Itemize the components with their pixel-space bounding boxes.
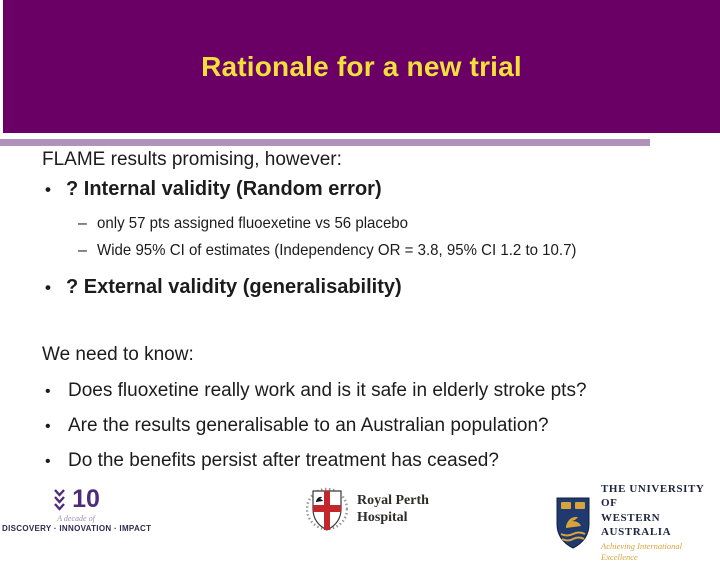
bullet-marker: • <box>45 453 51 470</box>
uwa-tagline: Achieving International Excellence <box>601 541 682 563</box>
decade-tagline: A decade of <box>57 514 95 523</box>
bullet-text: ? Internal validity (Random error) <box>66 178 382 200</box>
uwa-crest-icon <box>553 496 593 550</box>
need-bullet-text: Are the results generalisable to an Aust… <box>68 415 549 436</box>
need-heading: We need to know: <box>42 344 194 365</box>
bullet-marker: • <box>45 180 51 199</box>
uwa-name-line2: Western Australia <box>601 511 672 538</box>
need-bullet-2: • Are the results generalisable to an Au… <box>45 415 549 437</box>
sub-bullet-1: – only 57 pts assigned fluoexetine vs 56… <box>78 215 428 233</box>
sub-bullet-text: Wide 95% CI of estimates (Independency O… <box>97 242 577 259</box>
sub-bullet-text: only 57 pts assigned fluoexetine vs 56 p… <box>97 215 409 232</box>
bullet-internal-validity: • ? Internal validity (Random error) <box>45 178 382 201</box>
uwa-name: The University of Western Australia Achi… <box>601 482 720 563</box>
slide-header: Rationale for a new trial <box>3 0 720 133</box>
slide-title: Rationale for a new trial <box>201 50 522 82</box>
rph-logo: Royal Perth Hospital <box>305 483 429 535</box>
need-bullet-1: • Does fluoxetine really work and is it … <box>45 380 587 402</box>
need-bullet-3: • Do the benefits persist after treatmen… <box>45 450 499 472</box>
rph-shield-icon <box>305 483 349 535</box>
accent-bar <box>0 139 650 146</box>
decade-number: 10 <box>72 485 100 513</box>
dash-marker: – <box>78 242 87 259</box>
rph-name: Royal Perth Hospital <box>357 492 429 527</box>
rph-name-line1: Royal Perth <box>357 492 429 508</box>
bullet-marker: • <box>45 278 51 297</box>
rph-name-line2: Hospital <box>357 510 408 525</box>
bullet-external-validity: • ? External validity (generalisability) <box>45 276 402 299</box>
need-bullet-text: Do the benefits persist after treatment … <box>68 450 499 471</box>
uwa-logo: The University of Western Australia Achi… <box>553 482 720 563</box>
uwa-name-line1: The University of <box>601 483 705 510</box>
intro-text: FLAME results promising, however: <box>42 149 342 170</box>
bullet-marker: • <box>45 418 51 435</box>
chevrons-down-icon <box>52 488 67 512</box>
bullet-marker: • <box>45 383 51 400</box>
decade-logo: 10 A decade of DISCOVERY · INNOVATION · … <box>2 485 162 533</box>
dash-marker: – <box>78 215 87 232</box>
bullet-text: ? External validity (generalisability) <box>66 276 402 298</box>
need-bullet-text: Does fluoxetine really work and is it sa… <box>68 380 587 401</box>
decade-motto: DISCOVERY · INNOVATION · IMPACT <box>2 524 152 533</box>
sub-bullet-2: – Wide 95% CI of estimates (Independency… <box>78 242 607 260</box>
decade-logo-top: 10 <box>16 485 136 514</box>
